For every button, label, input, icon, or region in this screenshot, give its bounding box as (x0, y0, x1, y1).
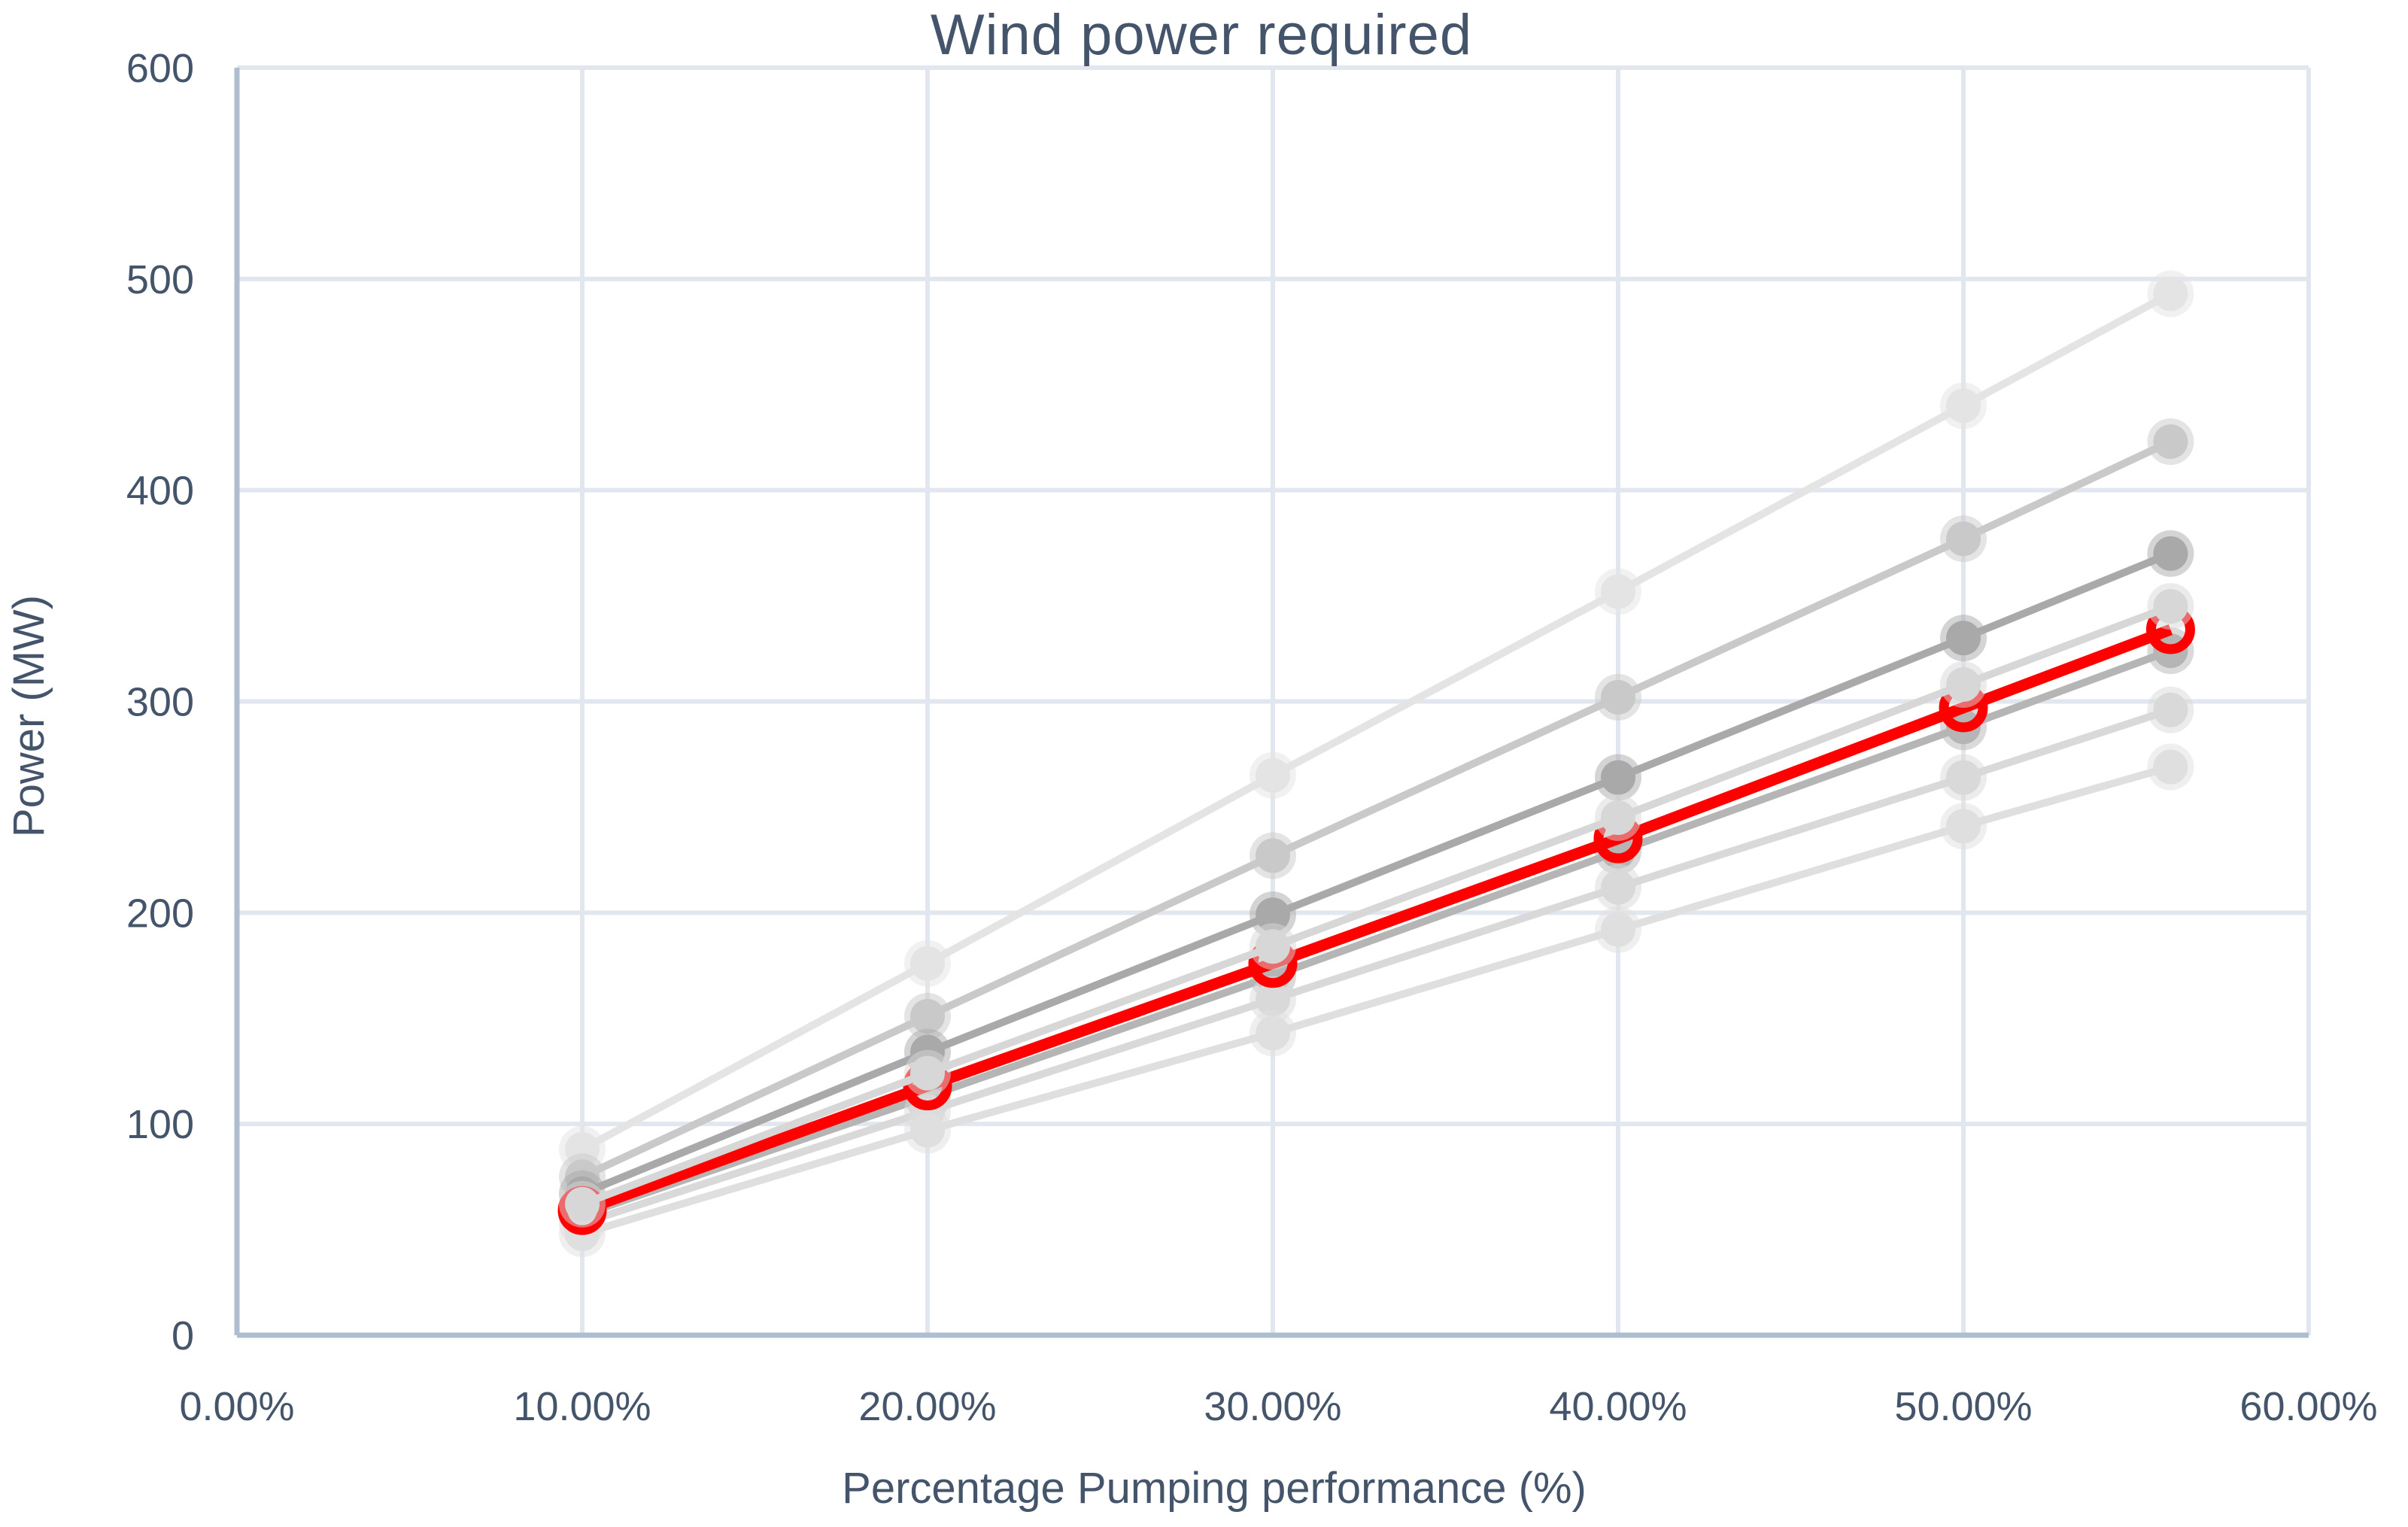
marker-scenario-4 (1946, 667, 1981, 703)
x-tick-30.00%: 30.00% (1204, 1384, 1341, 1429)
marker-scenario-6 (1601, 870, 1635, 905)
series-scenario-4 (559, 583, 2194, 1228)
y-tick-100: 100 (126, 1102, 194, 1147)
gridlines (237, 65, 2311, 1335)
axes (234, 68, 2309, 1338)
x-tick-20.00%: 20.00% (858, 1384, 996, 1429)
x-tick-50.00%: 50.00% (1894, 1384, 2032, 1429)
marker-scenario-1 (1601, 574, 1635, 609)
marker-scenario-2 (1946, 521, 1981, 557)
series-line-scenario-2 (580, 438, 2173, 1180)
marker-scenario-4 (2153, 589, 2188, 624)
x-tick-40.00%: 40.00% (1549, 1384, 1687, 1429)
series-lines (557, 270, 2195, 1258)
marker-scenario-4 (1256, 929, 1290, 964)
chart-title: Wind power required (931, 3, 1472, 67)
marker-scenario-2 (2153, 424, 2188, 460)
marker-scenario-1 (1946, 388, 1981, 423)
marker-scenario-7 (910, 1113, 945, 1148)
series-line-scenario-6 (581, 706, 2172, 1227)
series-scenario-3 (559, 530, 2194, 1217)
marker-scenario-2 (1256, 838, 1290, 873)
x-tick-10.00%: 10.00% (513, 1384, 651, 1429)
y-tick-200: 200 (126, 891, 194, 936)
series-scenario-7 (559, 743, 2194, 1258)
x-tick-60.00%: 60.00% (2239, 1384, 2377, 1429)
marker-scenario-1 (1256, 757, 1290, 793)
series-line-scenario-4 (581, 603, 2173, 1208)
marker-scenario-2 (910, 998, 945, 1034)
y-tick-600: 600 (126, 46, 194, 91)
y-tick-500: 500 (126, 257, 194, 302)
marker-scenario-6 (2153, 692, 2188, 727)
marker-scenario-3 (1256, 897, 1290, 933)
marker-scenario-6 (1946, 760, 1981, 795)
marker-scenario-3 (1601, 760, 1635, 795)
marker-scenario-6 (1256, 982, 1290, 1017)
y-tick-0: 0 (172, 1313, 194, 1359)
marker-scenario-4 (1601, 800, 1635, 835)
series-line-scenario-3 (581, 550, 2173, 1198)
marker-scenario-4 (910, 1055, 945, 1091)
series-line-wind-power-required (580, 624, 2173, 1216)
tick-labels: 0 100 200 300 400 500 600 0.00% 10.00% 20.00% 30.0… (126, 46, 2378, 1429)
series-scenario-6 (559, 686, 2194, 1247)
marker-scenario-1 (910, 946, 945, 981)
marker-scenario-1 (2153, 276, 2188, 311)
series-line-scenario-5 (581, 647, 2173, 1219)
marker-scenario-4 (565, 1186, 600, 1222)
series-line-scenario-1 (580, 290, 2173, 1153)
series-line-scenario-7 (581, 763, 2172, 1237)
y-axis-title: Power (MW) (5, 595, 53, 837)
marker-scenario-7 (1946, 809, 1981, 844)
x-tick-0.00%: 0.00% (179, 1384, 294, 1429)
marker-scenario-7 (1601, 912, 1635, 947)
marker-scenario-7 (2153, 749, 2188, 785)
x-axis-title: Percentage Pumping performance (%) (842, 1464, 1587, 1513)
series-scenario-1 (559, 270, 2194, 1173)
marker-scenario-7 (1256, 1015, 1290, 1051)
marker-scenario-2 (1601, 679, 1635, 715)
y-tick-300: 300 (126, 680, 194, 725)
marker-scenario-3 (1946, 621, 1981, 656)
y-tick-400: 400 (126, 469, 194, 514)
marker-scenario-3 (2153, 536, 2188, 571)
